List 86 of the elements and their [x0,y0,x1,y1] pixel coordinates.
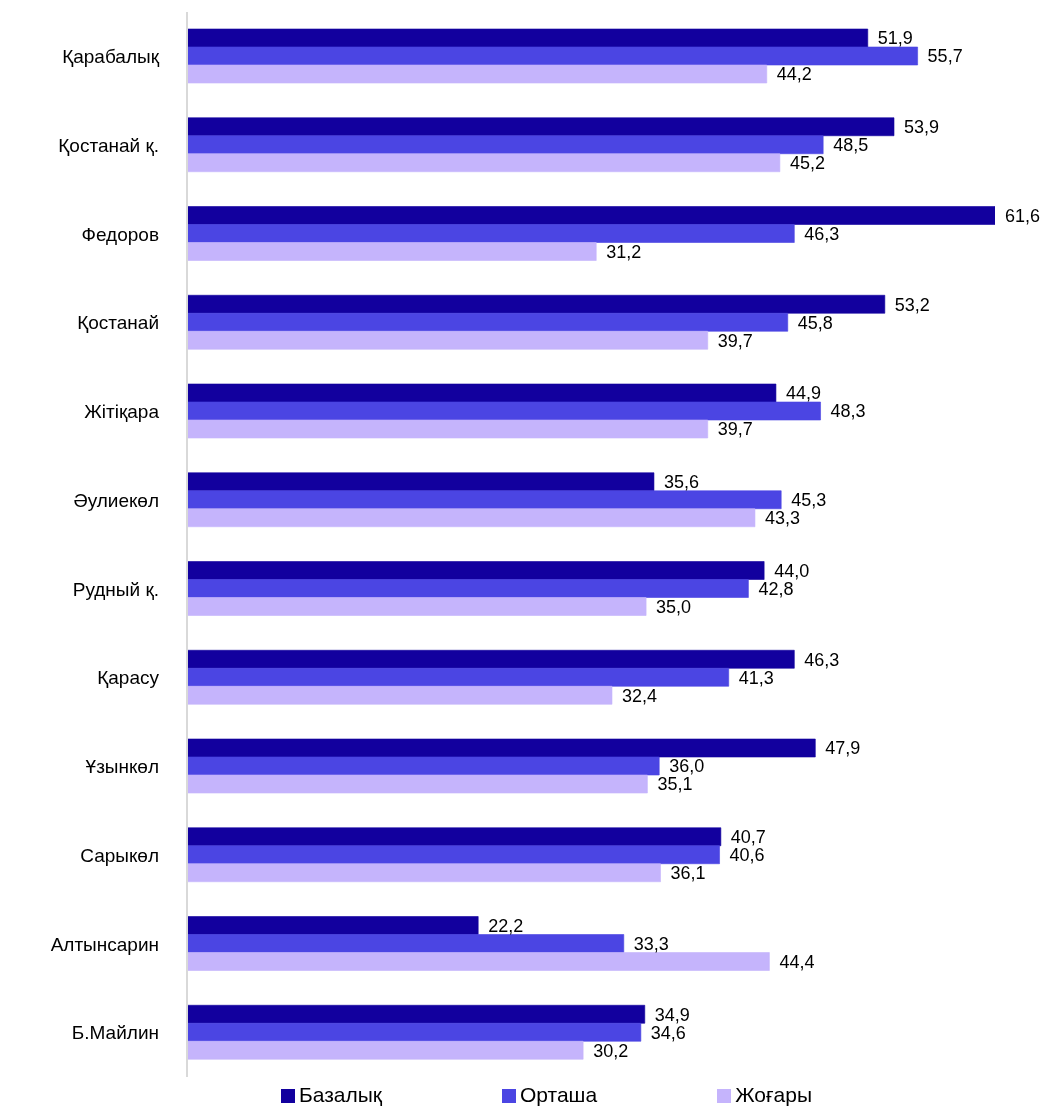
data-label: 39,7 [717,419,753,440]
bar [187,1040,584,1060]
bar [187,1004,646,1024]
data-label: 61,6 [1005,205,1041,226]
y-tick-label: Алтынсарин [50,933,159,955]
y-tick-label: Федоров [81,223,159,245]
data-label: 40,7 [730,827,766,848]
data-label: 44,0 [774,560,810,581]
bar [187,242,597,261]
y-tick-label: Қарабалық [62,46,160,68]
data-label: 51,9 [877,28,913,49]
bar [187,419,709,439]
legend-label: Орташа [519,1083,598,1106]
data-label: 22,2 [488,915,524,936]
bar [187,667,730,687]
data-label: 45,8 [797,312,833,333]
data-label: 34,9 [654,1004,690,1025]
bar [187,508,756,528]
data-label: 32,4 [621,685,658,706]
data-label: 31,2 [606,241,642,262]
bar [187,827,722,847]
bar [187,649,795,669]
bar [187,294,886,314]
y-tick-label: Қостанай қ. [58,134,159,156]
bar [187,561,765,580]
data-label: 47,9 [825,738,861,759]
bar [187,1022,642,1042]
y-tick-label: Сарыкөл [80,844,159,866]
bar [187,597,647,616]
data-label: 44,9 [785,383,821,404]
bar [187,579,749,598]
bar [187,863,662,883]
y-tick-label: Қостанай [77,312,159,334]
data-label: 42,8 [758,578,794,599]
data-label: 40,6 [729,845,765,866]
bar [187,28,869,48]
data-label: 36,0 [669,756,705,777]
data-label: 55,7 [927,46,963,67]
bar [187,490,782,510]
bar [187,135,824,155]
y-tick-label: Жітіқара [84,401,160,423]
bar [187,117,895,137]
bar [187,206,995,225]
bar [187,934,625,953]
y-tick-label: Рудный қ. [72,578,159,600]
data-label: 36,1 [670,863,706,884]
bar [187,153,781,173]
legend-label: Базалық [298,1083,382,1106]
legend-label: Жоғары [735,1083,813,1106]
bar [187,774,648,794]
data-label: 45,2 [789,153,825,174]
data-label: 33,3 [633,933,669,954]
data-label: 46,3 [804,223,840,244]
bar [187,64,768,84]
data-label: 44,2 [776,64,812,85]
bar [187,401,822,421]
bar [187,224,795,243]
data-label: 35,6 [663,472,700,493]
data-label: 44,4 [779,951,815,972]
bar [187,46,919,66]
bar [187,472,655,492]
data-label: 30,2 [593,1040,629,1061]
data-label: 48,3 [830,401,866,422]
bar [187,330,709,350]
bar [187,685,613,705]
data-label: 39,7 [717,330,753,351]
data-label: 45,3 [791,490,827,511]
bar [187,383,777,403]
bar [187,738,816,758]
data-label: 41,3 [738,667,774,688]
data-label: 35,0 [656,596,692,617]
data-label: 48,5 [833,135,869,156]
y-tick-label: Ұзынкөл [85,756,159,778]
bar [187,756,660,776]
y-tick-label: Қарасу [97,667,160,689]
data-label: 43,3 [764,508,801,529]
bar [187,952,770,971]
y-tick-label: Б.Майлин [71,1022,159,1044]
bar [187,845,721,865]
bar [187,916,479,935]
y-tick-label: Әулиекөл [73,489,159,511]
data-label: 53,9 [904,117,940,138]
data-label: 35,1 [657,774,693,795]
data-label: 46,3 [804,649,840,670]
data-label: 53,2 [894,294,930,315]
bar [187,312,789,332]
